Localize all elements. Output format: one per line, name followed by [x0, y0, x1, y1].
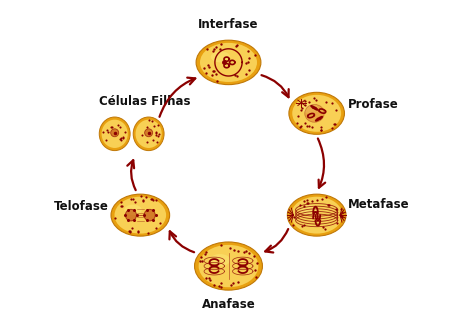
FancyArrowPatch shape — [128, 160, 136, 190]
FancyArrowPatch shape — [265, 229, 288, 252]
Text: Profase: Profase — [347, 98, 399, 111]
Ellipse shape — [291, 197, 342, 234]
Ellipse shape — [301, 205, 318, 215]
Ellipse shape — [195, 242, 262, 290]
Ellipse shape — [124, 205, 142, 215]
Ellipse shape — [287, 194, 346, 236]
Ellipse shape — [125, 209, 137, 221]
Ellipse shape — [196, 40, 261, 84]
Ellipse shape — [292, 95, 341, 132]
FancyArrowPatch shape — [261, 75, 289, 97]
Text: Anafase: Anafase — [202, 298, 255, 311]
FancyArrowPatch shape — [318, 138, 325, 188]
Ellipse shape — [210, 254, 230, 266]
Ellipse shape — [302, 103, 318, 113]
Ellipse shape — [136, 120, 162, 148]
Ellipse shape — [200, 43, 257, 82]
Text: Interfase: Interfase — [198, 18, 259, 31]
Ellipse shape — [305, 104, 324, 122]
FancyArrowPatch shape — [170, 231, 194, 252]
Ellipse shape — [111, 194, 170, 236]
Text: Células Filhas: Células Filhas — [99, 95, 191, 108]
FancyArrowPatch shape — [159, 78, 195, 117]
Ellipse shape — [111, 129, 119, 137]
Text: Telofase: Telofase — [53, 200, 108, 213]
Ellipse shape — [144, 209, 155, 221]
Ellipse shape — [101, 120, 128, 148]
Ellipse shape — [115, 197, 166, 234]
Ellipse shape — [199, 245, 258, 287]
Ellipse shape — [211, 51, 230, 62]
Ellipse shape — [144, 129, 153, 137]
Ellipse shape — [289, 92, 345, 134]
Ellipse shape — [99, 117, 130, 151]
Ellipse shape — [133, 117, 164, 151]
Text: Metafase: Metafase — [347, 198, 409, 211]
